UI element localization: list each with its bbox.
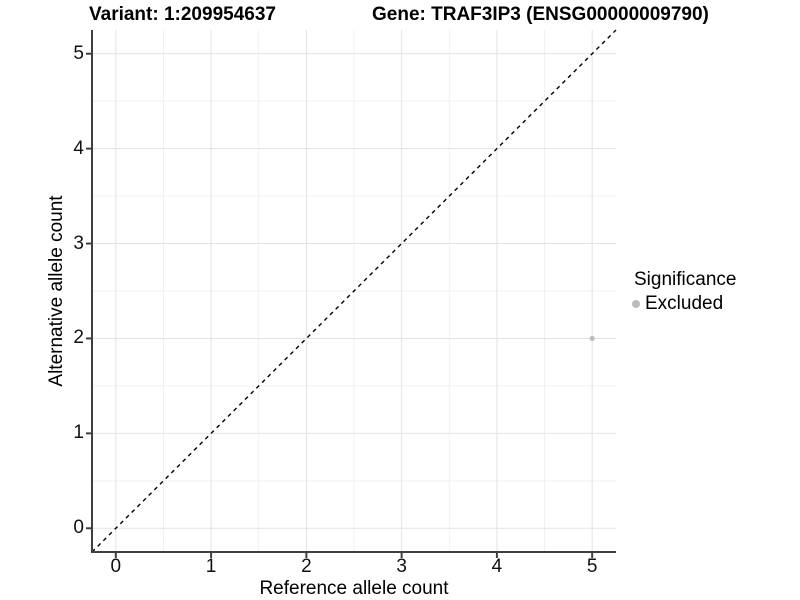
gene-title: Gene: TRAF3IP3 (ENSG00000009790) [372,4,709,25]
y-tick-label: 2 [73,327,84,349]
x-tick-label: 3 [396,556,407,577]
y-tick-label: 0 [73,517,84,539]
legend-item-excluded: Excluded [632,292,736,315]
y-axis-title: Alternative allele count [46,195,67,387]
x-axis-title: Reference allele count [259,578,449,599]
x-tick-label: 5 [586,556,598,577]
legend-item-label: Excluded [645,293,724,314]
data-point [589,335,595,342]
variant-title: Variant: 1:209954637 [89,4,276,25]
x-tick-label: 2 [301,556,312,577]
excluded-point-icon [632,299,640,308]
y-tick-label: 1 [73,422,84,444]
legend-title: Significance [634,269,737,290]
y-tick-label: 3 [73,232,84,254]
x-tick-label: 4 [491,556,503,577]
x-tick-label: 1 [205,556,217,577]
y-tick-label: 4 [73,137,84,159]
legend: Significance Excluded [632,268,736,315]
x-tick-label: 0 [110,556,122,577]
identity-dashed-line [91,29,617,553]
y-tick-label: 5 [73,42,84,64]
